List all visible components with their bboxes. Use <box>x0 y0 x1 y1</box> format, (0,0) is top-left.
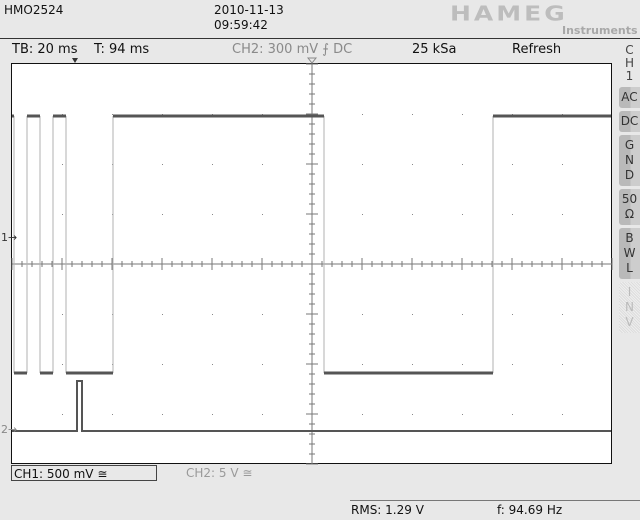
grid-dot <box>512 164 513 165</box>
grid-dot <box>162 164 163 165</box>
grid-dot <box>262 414 263 415</box>
side-button-50ω[interactable]: 50 Ω <box>619 189 640 225</box>
grid-dot <box>62 164 63 165</box>
grid-dot <box>62 364 63 365</box>
grid-dot <box>62 214 63 215</box>
grid-dot <box>262 214 263 215</box>
grid-dot <box>212 364 213 365</box>
rms-measurement: RMS: 1.29 V <box>351 503 424 517</box>
grid-dot <box>362 364 363 365</box>
grid-dot <box>212 314 213 315</box>
grid-dot <box>462 364 463 365</box>
grid-dot <box>162 414 163 415</box>
ch1-scale[interactable]: CH1: 500 mV ≅ <box>11 465 157 481</box>
grid-dot <box>112 114 113 115</box>
grid-dot <box>462 414 463 415</box>
trigger-level-marker <box>306 57 318 64</box>
ch2-scale[interactable]: CH2: 5 V ≅ <box>186 466 253 480</box>
grid-dot <box>362 214 363 215</box>
ch2-trace <box>12 380 611 432</box>
grid-dot <box>562 164 563 165</box>
grid-dot <box>262 364 263 365</box>
grid-dot <box>512 214 513 215</box>
hameg-logo: HAMEG <box>450 2 568 26</box>
side-button-ac[interactable]: AC <box>619 87 640 108</box>
grid-dot <box>512 314 513 315</box>
grid-dot <box>362 164 363 165</box>
grid-dot <box>212 414 213 415</box>
grid-dot <box>112 414 113 415</box>
grid-dot <box>412 314 413 315</box>
trigger-position-marker <box>72 58 78 63</box>
waveform-display: 1→ 2→ <box>1 57 613 465</box>
grid-dot <box>412 364 413 365</box>
grid-dot <box>362 314 363 315</box>
grid-dot <box>512 364 513 365</box>
grid-dot <box>62 414 63 415</box>
grid-dot <box>162 214 163 215</box>
grid-dot <box>562 364 563 365</box>
frequency-measurement: f: 94.69 Hz <box>497 503 563 517</box>
ch2-marker: 2→ <box>1 423 17 436</box>
header-divider <box>0 38 640 39</box>
grid-dot <box>462 164 463 165</box>
time: 09:59:42 <box>214 18 268 32</box>
grid-dot <box>412 414 413 415</box>
trigger-time[interactable]: T: 94 ms <box>94 42 150 57</box>
grid-dot <box>512 414 513 415</box>
sample-rate: 25 kSa <box>412 42 457 57</box>
grid-dot <box>412 164 413 165</box>
acquisition-mode[interactable]: Refresh <box>512 42 562 57</box>
date: 2010-11-13 <box>214 3 284 17</box>
grid-dot <box>262 164 263 165</box>
grid-dot <box>62 314 63 315</box>
timebase[interactable]: TB: 20 ms <box>12 42 78 57</box>
grid-dot <box>362 414 363 415</box>
grid-dot <box>562 414 563 415</box>
model-name: HMO2524 <box>4 3 64 17</box>
measurement-divider <box>350 500 640 501</box>
grid-dot <box>462 214 463 215</box>
grid-dot <box>562 314 563 315</box>
hameg-logo-sub: Instruments <box>562 24 638 37</box>
grid-dot <box>162 364 163 365</box>
side-button-dc[interactable]: DC <box>619 111 640 132</box>
grid-dot <box>562 214 563 215</box>
ch1-marker: 1→ <box>1 231 17 244</box>
grid-dot <box>462 314 463 315</box>
grid-dot <box>462 114 463 115</box>
grid-dot <box>412 214 413 215</box>
ch2-trigger[interactable]: CH2: 300 mV ⨍ DC <box>232 42 353 57</box>
grid-dot <box>162 314 163 315</box>
grid-dot <box>362 114 363 115</box>
grid-dot <box>212 214 213 215</box>
grid-dot <box>262 314 263 315</box>
grid-dot <box>212 164 213 165</box>
grid-dot <box>412 114 413 115</box>
